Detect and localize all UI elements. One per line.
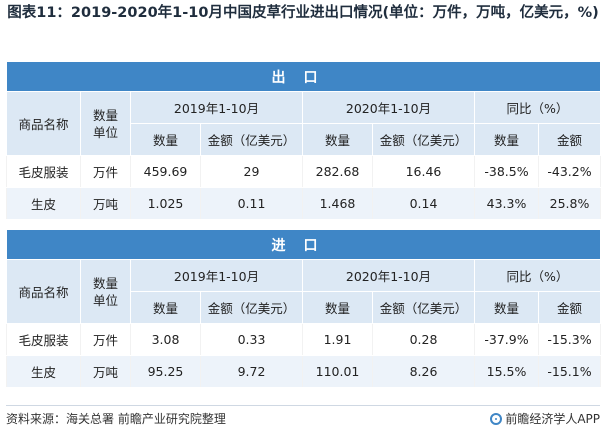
header-period-2019: 2019年1-10月 bbox=[130, 259, 303, 292]
export-band: 出口 bbox=[6, 61, 601, 92]
cell-amount-2020: 0.28 bbox=[372, 323, 475, 356]
header-yoy-amount: 金额 bbox=[538, 123, 601, 156]
header-qty-2020: 数量 bbox=[302, 291, 373, 324]
cell-product: 毛皮服装 bbox=[6, 155, 81, 188]
cell-product: 生皮 bbox=[6, 355, 81, 388]
cell-amount-2019: 29 bbox=[200, 155, 303, 188]
table-row: 毛皮服装 万件 3.08 0.33 1.91 0.28 -37.9% -15.3… bbox=[6, 323, 601, 356]
brand-credit: 前瞻经济学人APP bbox=[490, 410, 600, 428]
brand-logo-icon bbox=[490, 413, 503, 425]
header-yoy-qty: 数量 bbox=[474, 291, 539, 324]
header-yoy-amount: 金额 bbox=[538, 291, 601, 324]
cell-yoy-amount: -15.3% bbox=[538, 323, 601, 356]
header-amount-2019: 金额（亿美元） bbox=[200, 123, 303, 156]
cell-yoy-amount: 25.8% bbox=[538, 187, 601, 220]
import-header-row-1: 商品名称 数量单位 2019年1-10月 2020年1-10月 同比（%） bbox=[6, 259, 601, 324]
header-amount-2019: 金额（亿美元） bbox=[200, 291, 303, 324]
table-row: 毛皮服装 万件 459.69 29 282.68 16.46 -38.5% -4… bbox=[6, 155, 601, 188]
cell-yoy-amount: -43.2% bbox=[538, 155, 601, 188]
cell-qty-2019: 1.025 bbox=[130, 187, 201, 220]
cell-amount-2020: 8.26 bbox=[372, 355, 475, 388]
header-qty-2019: 数量 bbox=[130, 291, 201, 324]
cell-amount-2019: 0.11 bbox=[200, 187, 303, 220]
cell-unit: 万吨 bbox=[80, 355, 131, 388]
import-band-label: 进口 bbox=[6, 229, 601, 260]
export-header-row-2: 数量 金额（亿美元） 数量 金额（亿美元） 数量 金额 bbox=[7, 123, 601, 156]
cell-yoy-qty: 43.3% bbox=[474, 187, 539, 220]
cell-unit: 万件 bbox=[80, 323, 131, 356]
header-yoy-qty: 数量 bbox=[474, 123, 539, 156]
cell-qty-2019: 95.25 bbox=[130, 355, 201, 388]
table-row: 生皮 万吨 95.25 9.72 110.01 8.26 15.5% -15.1… bbox=[6, 355, 601, 388]
cell-qty-2020: 282.68 bbox=[302, 155, 373, 188]
export-header-row-1: 商品名称 数量单位 2019年1-10月 2020年1-10月 同比（%） bbox=[6, 91, 601, 156]
header-period-2020: 2020年1-10月 bbox=[302, 91, 475, 124]
table-row: 生皮 万吨 1.025 0.11 1.468 0.14 43.3% 25.8% bbox=[6, 187, 601, 220]
header-product: 商品名称 bbox=[6, 259, 81, 324]
cell-unit: 万吨 bbox=[80, 187, 131, 220]
cell-amount-2019: 9.72 bbox=[200, 355, 303, 388]
header-amount-2020: 金额（亿美元） bbox=[372, 291, 475, 324]
header-yoy: 同比（%） bbox=[474, 259, 601, 292]
header-unit: 数量单位 bbox=[80, 259, 131, 324]
footer: 资料来源：海关总署 前瞻产业研究院整理 前瞻经济学人APP bbox=[6, 410, 600, 428]
cell-product: 生皮 bbox=[6, 187, 81, 220]
source-note: 资料来源：海关总署 前瞻产业研究院整理 bbox=[6, 412, 226, 426]
header-product: 商品名称 bbox=[6, 91, 81, 156]
cell-amount-2020: 0.14 bbox=[372, 187, 475, 220]
header-yoy: 同比（%） bbox=[474, 91, 601, 124]
cell-yoy-qty: 15.5% bbox=[474, 355, 539, 388]
header-period-2020: 2020年1-10月 bbox=[302, 259, 475, 292]
cell-amount-2019: 0.33 bbox=[200, 323, 303, 356]
cell-qty-2020: 110.01 bbox=[302, 355, 373, 388]
cell-qty-2019: 459.69 bbox=[130, 155, 201, 188]
cell-product: 毛皮服装 bbox=[6, 323, 81, 356]
brand-label: 前瞻经济学人APP bbox=[505, 412, 600, 426]
cell-qty-2020: 1.91 bbox=[302, 323, 373, 356]
export-band-label: 出口 bbox=[6, 61, 601, 92]
cell-yoy-qty: -37.9% bbox=[474, 323, 539, 356]
header-qty-2020: 数量 bbox=[302, 123, 373, 156]
header-period-2019: 2019年1-10月 bbox=[130, 91, 303, 124]
cell-amount-2020: 16.46 bbox=[372, 155, 475, 188]
header-unit: 数量单位 bbox=[80, 91, 131, 156]
header-amount-2020: 金额（亿美元） bbox=[372, 123, 475, 156]
cell-yoy-qty: -38.5% bbox=[474, 155, 539, 188]
import-table: 进口 商品名称 数量单位 2019年1-10月 2020年1-10月 同比（%）… bbox=[6, 229, 601, 388]
export-table: 出口 商品名称 数量单位 2019年1-10月 2020年1-10月 同比（%）… bbox=[6, 61, 601, 220]
cell-unit: 万件 bbox=[80, 155, 131, 188]
cell-yoy-amount: -15.1% bbox=[538, 355, 601, 388]
cell-qty-2019: 3.08 bbox=[130, 323, 201, 356]
cell-qty-2020: 1.468 bbox=[302, 187, 373, 220]
import-band: 进口 bbox=[6, 229, 601, 260]
footer-divider bbox=[6, 405, 600, 406]
page-title: 图表11：2019-2020年1-10月中国皮草行业进出口情况(单位：万件，万吨… bbox=[7, 5, 599, 21]
header-qty-2019: 数量 bbox=[130, 123, 201, 156]
import-header-row-2: 数量 金额（亿美元） 数量 金额（亿美元） 数量 金额 bbox=[7, 291, 601, 324]
